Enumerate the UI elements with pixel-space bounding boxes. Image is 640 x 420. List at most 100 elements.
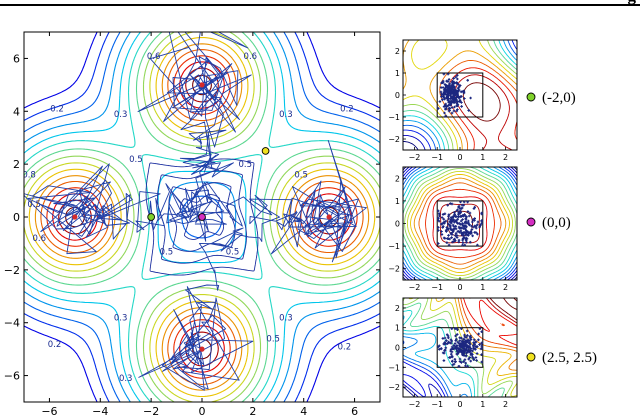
panel-y-tick-label: 2 [395, 47, 400, 56]
y-tick-label: 2 [13, 158, 20, 171]
panel-x-tick-label: 2 [503, 400, 508, 409]
contour-line [404, 168, 516, 279]
header-text: g [623, 0, 636, 4]
contour-line [403, 361, 446, 397]
panel-x-tick-label: 0 [457, 153, 462, 162]
panel-y-tick-label: 1 [395, 197, 400, 206]
panel-x-tick-label: −2 [409, 400, 421, 409]
x-tick-label: 2 [249, 405, 256, 418]
contour-level-label: 0.8 [22, 171, 36, 181]
contour-line [403, 340, 449, 397]
legend-marker [526, 217, 536, 227]
contour-level-label: 0.5 [294, 171, 308, 181]
contour-line [403, 336, 468, 397]
contour-level-label: 0.3 [119, 374, 133, 384]
contour-level-label: 0.5 [129, 155, 143, 165]
contour-line [403, 167, 517, 280]
contour-line [403, 40, 517, 150]
start-point-marker [261, 147, 270, 155]
contour-line [24, 32, 380, 402]
contour-line [403, 167, 517, 280]
panel-y-tick-label: −1 [388, 363, 400, 372]
contour-line [489, 298, 517, 321]
contour-level-label: 0.5 [238, 160, 252, 170]
panel-x-tick-label: −1 [431, 153, 443, 162]
contour-line [403, 167, 517, 280]
panel-y-tick-label: 2 [395, 174, 400, 183]
x-tick-label: −4 [92, 405, 108, 418]
contour-line [410, 174, 510, 273]
main-x-axis: −6 −4 −2 0 2 4 6 [41, 32, 358, 418]
panel-x-tick-label: 0 [457, 400, 462, 409]
trajectory-line [24, 32, 367, 391]
contour-line [468, 298, 517, 324]
panel-start-2p5-2p5: −2 −1 0 1 2 −2 −1 0 1 2 (2.5, 2.5) [388, 297, 597, 409]
panel-y-tick-label: −2 [388, 135, 400, 144]
contour-line [28, 36, 376, 398]
y-tick-label: 4 [13, 105, 20, 118]
sample-points [437, 327, 483, 368]
contour-line [403, 167, 517, 280]
contour-level-label: 0.6 [244, 52, 258, 62]
page-header: g [0, 0, 640, 12]
panel-y-tick-label: −2 [388, 265, 400, 274]
panel-y-tick-label: 1 [395, 69, 400, 78]
contour-level-label: 0.3 [279, 110, 293, 120]
y-tick-label: 0 [13, 211, 20, 224]
contour-level-label: 0.6 [147, 52, 161, 62]
panel-y-tick-label: −1 [388, 113, 400, 122]
contour-level-label: 0.5 [27, 200, 41, 210]
panel-contour-lines [403, 298, 517, 397]
panel-y-tick-label: 1 [395, 324, 400, 333]
contour-line [418, 182, 502, 265]
contour-line [24, 32, 380, 402]
contour-level-label: 0.2 [50, 105, 64, 115]
contour-line [403, 302, 505, 397]
x-tick-label: 4 [300, 405, 307, 418]
contour-level-label: 0.5 [160, 247, 174, 257]
contour-level-labels: 0.6 0.6 0.5 0.3 0.3 0.2 0.2 0.8 0.5 0.6 0.5 0.5 0.5 0… [22, 52, 354, 384]
mode-center-point [199, 82, 205, 88]
contour-level-label: 0.3 [279, 313, 293, 323]
main-contour-chart: 0.6 0.6 0.5 0.3 0.3 0.2 0.2 0.8 0.5 0.6 0.5 0.5 0.5 0… [4, 31, 381, 418]
panel-x-tick-label: −2 [409, 153, 421, 162]
contour-line [413, 177, 507, 270]
x-tick-label: 0 [199, 405, 206, 418]
contour-line [425, 188, 495, 259]
panel-y-tick-label: −2 [388, 383, 400, 392]
x-tick-label: −6 [41, 405, 57, 418]
mode-center-point [72, 214, 78, 220]
contour-line [403, 40, 517, 150]
x-tick-label: −2 [143, 405, 159, 418]
contour-line [403, 167, 517, 280]
start-point-marker [198, 213, 206, 221]
panel-x-tick-label: 1 [480, 283, 485, 292]
main-markers [72, 82, 332, 352]
contour-level-label: 0.5 [266, 335, 280, 345]
panel-y-tick-label: 0 [395, 91, 400, 100]
y-tick-label: −6 [4, 370, 20, 383]
mode-center-point [199, 346, 205, 352]
panel-x-tick-label: −1 [431, 283, 443, 292]
legend-marker [526, 92, 536, 102]
legend-label: (0,0) [542, 215, 571, 231]
contour-line [463, 298, 517, 346]
panel-x-tick-label: 2 [503, 153, 508, 162]
contour-level-label: 0.3 [114, 110, 128, 120]
panel-y-tick-label: 0 [395, 344, 400, 353]
y-tick-label: −2 [4, 264, 20, 277]
panel-samples [437, 72, 472, 118]
legend-marker [526, 352, 536, 362]
panel-y-tick-label: 0 [395, 220, 400, 229]
contour-line [403, 310, 476, 397]
sampler-trajectory [24, 32, 367, 391]
contour-line [403, 315, 473, 397]
panel-start-neg2-0: −2 −1 0 1 2 −2 −1 0 1 2 (-2,0) [388, 39, 576, 162]
mode-center-point [326, 214, 332, 220]
contour-line [403, 40, 517, 150]
contour-line [403, 40, 517, 150]
contour-line [403, 40, 517, 150]
contour-line [24, 32, 380, 402]
panel-x-tick-label: −1 [431, 400, 443, 409]
